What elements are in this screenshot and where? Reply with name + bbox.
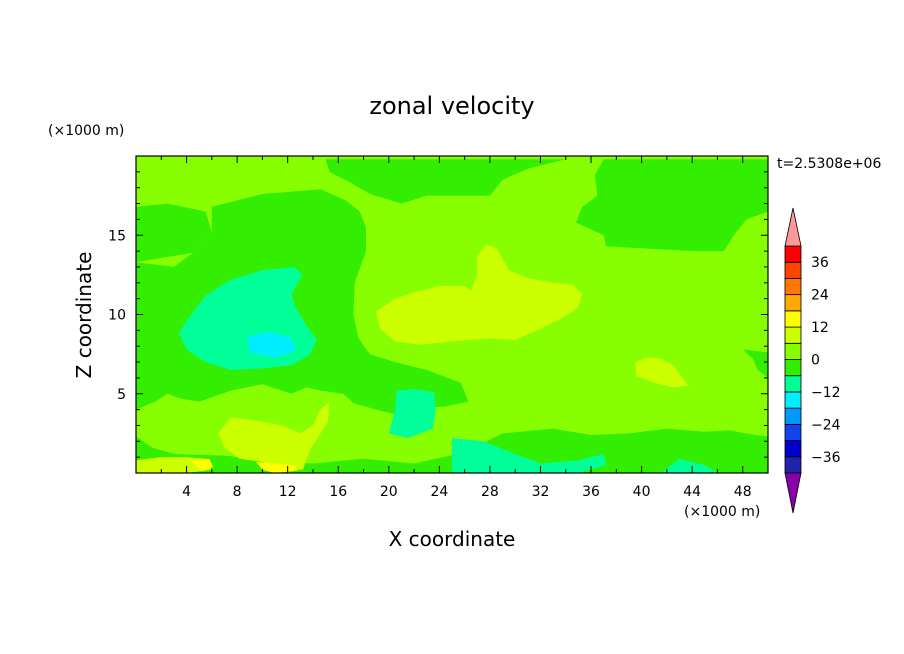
- colorbar-segment: [784, 375, 802, 393]
- colorbar-segment: [784, 423, 802, 441]
- colorbar-segment: [784, 294, 802, 312]
- contour-region-5: [742, 349, 768, 378]
- colorbar-segment: [784, 456, 802, 474]
- z-unit-label: (×1000 m): [48, 123, 124, 139]
- colorbar-segment: [784, 326, 802, 344]
- contour-region-10: [247, 331, 296, 358]
- colorbar-segment: [784, 278, 802, 296]
- colorbar-upper-extend: [784, 207, 802, 247]
- chart-title: zonal velocity: [369, 92, 534, 120]
- contour-region-1: [136, 203, 212, 263]
- colorbar-segment: [784, 245, 802, 263]
- colorbar-segment: [784, 261, 802, 279]
- x-tick-label: 4: [182, 484, 191, 500]
- x-axis-ticks: 4 8 12 16 20 24 28 32 36 40 44 48: [160, 156, 752, 500]
- z-axis-ticks: 5 10 15: [108, 171, 768, 458]
- colorbar-segment: [784, 407, 802, 425]
- x-tick-label: 48: [734, 484, 752, 500]
- colorbar-segment: [784, 391, 802, 409]
- colorbar-segment: [784, 359, 802, 377]
- colorbar-tick-label: 24: [811, 288, 829, 304]
- colorbar-tick-label: −12: [811, 385, 841, 401]
- colorbar: 36 24 12 0 −12 −24 −36: [784, 207, 841, 514]
- x-tick-label: 36: [582, 484, 600, 500]
- z-tick-label: 15: [108, 228, 126, 244]
- contour-region-7: [388, 389, 436, 439]
- contour-fills: [136, 156, 768, 473]
- colorbar-tick-label: −36: [811, 450, 841, 466]
- colorbar-tick-label: −24: [811, 417, 841, 433]
- contour-region-15: [190, 458, 214, 472]
- x-tick-label: 40: [633, 484, 651, 500]
- contour-region-2: [136, 159, 768, 252]
- colorbar-segment: [784, 440, 802, 458]
- contour-region-12: [635, 357, 689, 388]
- x-tick-label: 8: [233, 484, 242, 500]
- x-tick-label: 12: [279, 484, 297, 500]
- time-label: t=2.5308e+06: [777, 156, 881, 172]
- colorbar-tick-label: 12: [811, 320, 829, 336]
- colorbar-segment: [784, 310, 802, 328]
- x-tick-label: 44: [683, 484, 701, 500]
- contour-region-4: [136, 428, 768, 473]
- x-axis-label: X coordinate: [389, 527, 516, 551]
- z-tick-label: 10: [108, 308, 126, 324]
- x-tick-label: 20: [380, 484, 398, 500]
- contour-region-11: [376, 244, 583, 345]
- x-tick-label: 28: [481, 484, 499, 500]
- contour-region-8: [452, 438, 607, 473]
- colorbar-segment: [784, 342, 802, 360]
- x-tick-label: 16: [329, 484, 347, 500]
- z-tick-label: 5: [117, 387, 126, 403]
- x-tick-label: 24: [430, 484, 448, 500]
- x-unit-label: (×1000 m): [684, 504, 760, 520]
- colorbar-tick-label: 36: [811, 255, 829, 271]
- contour-region-9: [660, 458, 718, 473]
- colorbar-tick-label: 0: [811, 353, 820, 369]
- x-tick-label: 32: [532, 484, 550, 500]
- contour-region-13: [218, 401, 330, 470]
- colorbar-lower-extend: [784, 472, 802, 514]
- z-axis-label: Z coordinate: [72, 252, 96, 379]
